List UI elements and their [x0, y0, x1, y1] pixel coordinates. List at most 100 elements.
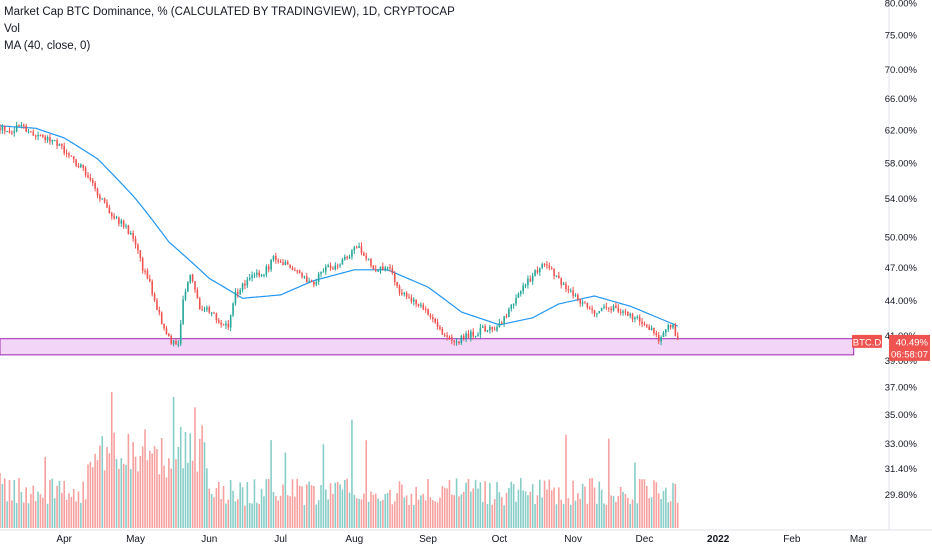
- candle-body[interactable]: [263, 274, 265, 276]
- candle-body[interactable]: [244, 283, 246, 286]
- candle-body[interactable]: [11, 132, 13, 134]
- candle-body[interactable]: [8, 130, 11, 133]
- candle-body[interactable]: [239, 290, 241, 295]
- candle-body[interactable]: [20, 124, 23, 127]
- candle-body[interactable]: [189, 274, 192, 283]
- candle-body[interactable]: [68, 153, 70, 156]
- candle-body[interactable]: [424, 309, 427, 311]
- candle-body[interactable]: [210, 312, 213, 314]
- candle-body[interactable]: [177, 343, 180, 345]
- candle-body[interactable]: [648, 326, 650, 330]
- candle-body[interactable]: [251, 275, 253, 278]
- candle-body[interactable]: [320, 271, 322, 274]
- candle-body[interactable]: [87, 175, 89, 178]
- candle-body[interactable]: [436, 322, 439, 327]
- candle-body[interactable]: [77, 165, 80, 167]
- candle-body[interactable]: [182, 299, 184, 324]
- candle-body[interactable]: [122, 220, 125, 227]
- candle-body[interactable]: [629, 313, 631, 316]
- candle-body[interactable]: [301, 272, 303, 277]
- candle-body[interactable]: [638, 316, 641, 322]
- candle-body[interactable]: [34, 135, 37, 137]
- candle-body[interactable]: [467, 333, 470, 338]
- candle-body[interactable]: [56, 140, 58, 146]
- candle-body[interactable]: [667, 325, 670, 330]
- candle-body[interactable]: [524, 285, 527, 287]
- candle-body[interactable]: [624, 311, 627, 313]
- candle-body[interactable]: [619, 311, 622, 313]
- candle-body[interactable]: [596, 313, 598, 315]
- candle-body[interactable]: [344, 256, 346, 260]
- candle-body[interactable]: [184, 291, 187, 300]
- candle-body[interactable]: [431, 317, 434, 319]
- candle-body[interactable]: [75, 159, 77, 166]
- candle-body[interactable]: [246, 279, 249, 286]
- candle-body[interactable]: [550, 267, 553, 269]
- candle-body[interactable]: [25, 126, 27, 132]
- candle-body[interactable]: [536, 270, 539, 273]
- candle-body[interactable]: [341, 259, 344, 265]
- candle-body[interactable]: [634, 317, 636, 320]
- candle-body[interactable]: [439, 326, 441, 329]
- candle-body[interactable]: [665, 329, 667, 333]
- candle-body[interactable]: [217, 320, 220, 323]
- candle-body[interactable]: [160, 312, 163, 325]
- candle-body[interactable]: [555, 275, 558, 277]
- candle-body[interactable]: [151, 281, 153, 294]
- candle-body[interactable]: [462, 335, 465, 339]
- candle-body[interactable]: [172, 340, 175, 344]
- candle-body[interactable]: [386, 267, 389, 269]
- candle-body[interactable]: [600, 307, 603, 311]
- candle-body[interactable]: [389, 267, 391, 269]
- candle-body[interactable]: [412, 299, 415, 302]
- candle-body[interactable]: [30, 131, 32, 133]
- candle-body[interactable]: [0, 127, 1, 131]
- candle-body[interactable]: [643, 323, 646, 326]
- candle-body[interactable]: [567, 289, 570, 291]
- candle-body[interactable]: [317, 273, 320, 283]
- candle-body[interactable]: [446, 335, 448, 337]
- candle-body[interactable]: [429, 315, 432, 318]
- candle-body[interactable]: [286, 261, 289, 265]
- candle-body[interactable]: [503, 316, 505, 324]
- candle-body[interactable]: [500, 322, 503, 324]
- price-axis[interactable]: [889, 0, 932, 550]
- candle-body[interactable]: [586, 303, 589, 308]
- candle-body[interactable]: [91, 179, 94, 184]
- candle-body[interactable]: [636, 316, 639, 318]
- candle-body[interactable]: [379, 266, 382, 271]
- candle-body[interactable]: [367, 258, 370, 260]
- candle-body[interactable]: [103, 198, 106, 203]
- candle-body[interactable]: [479, 327, 482, 335]
- candle-body[interactable]: [215, 313, 218, 321]
- candle-body[interactable]: [427, 309, 429, 316]
- candle-body[interactable]: [187, 282, 189, 292]
- candle-body[interactable]: [481, 326, 484, 328]
- candle-body[interactable]: [453, 340, 456, 342]
- candle-body[interactable]: [22, 124, 25, 127]
- candle-body[interactable]: [498, 322, 501, 327]
- candle-body[interactable]: [241, 283, 244, 291]
- candle-body[interactable]: [313, 281, 315, 285]
- candle-body[interactable]: [260, 274, 263, 276]
- candle-body[interactable]: [132, 233, 134, 239]
- candle-body[interactable]: [515, 297, 517, 304]
- candle-body[interactable]: [141, 257, 144, 271]
- legend-volume[interactable]: Vol: [4, 23, 20, 35]
- candle-body[interactable]: [572, 290, 574, 296]
- ma-line[interactable]: [0, 125, 678, 327]
- legend-ma[interactable]: MA (40, close, 0): [4, 40, 91, 52]
- candle-body[interactable]: [662, 332, 665, 338]
- candle-body[interactable]: [434, 318, 436, 323]
- candle-body[interactable]: [305, 276, 308, 283]
- candle-body[interactable]: [465, 333, 467, 339]
- candle-body[interactable]: [94, 183, 96, 189]
- candle-body[interactable]: [529, 278, 532, 282]
- candle-body[interactable]: [653, 327, 655, 334]
- candle-body[interactable]: [149, 278, 151, 282]
- candle-body[interactable]: [539, 267, 541, 273]
- candle-body[interactable]: [531, 275, 534, 282]
- candle-body[interactable]: [284, 261, 287, 265]
- candle-body[interactable]: [417, 304, 420, 306]
- candle-body[interactable]: [158, 310, 161, 313]
